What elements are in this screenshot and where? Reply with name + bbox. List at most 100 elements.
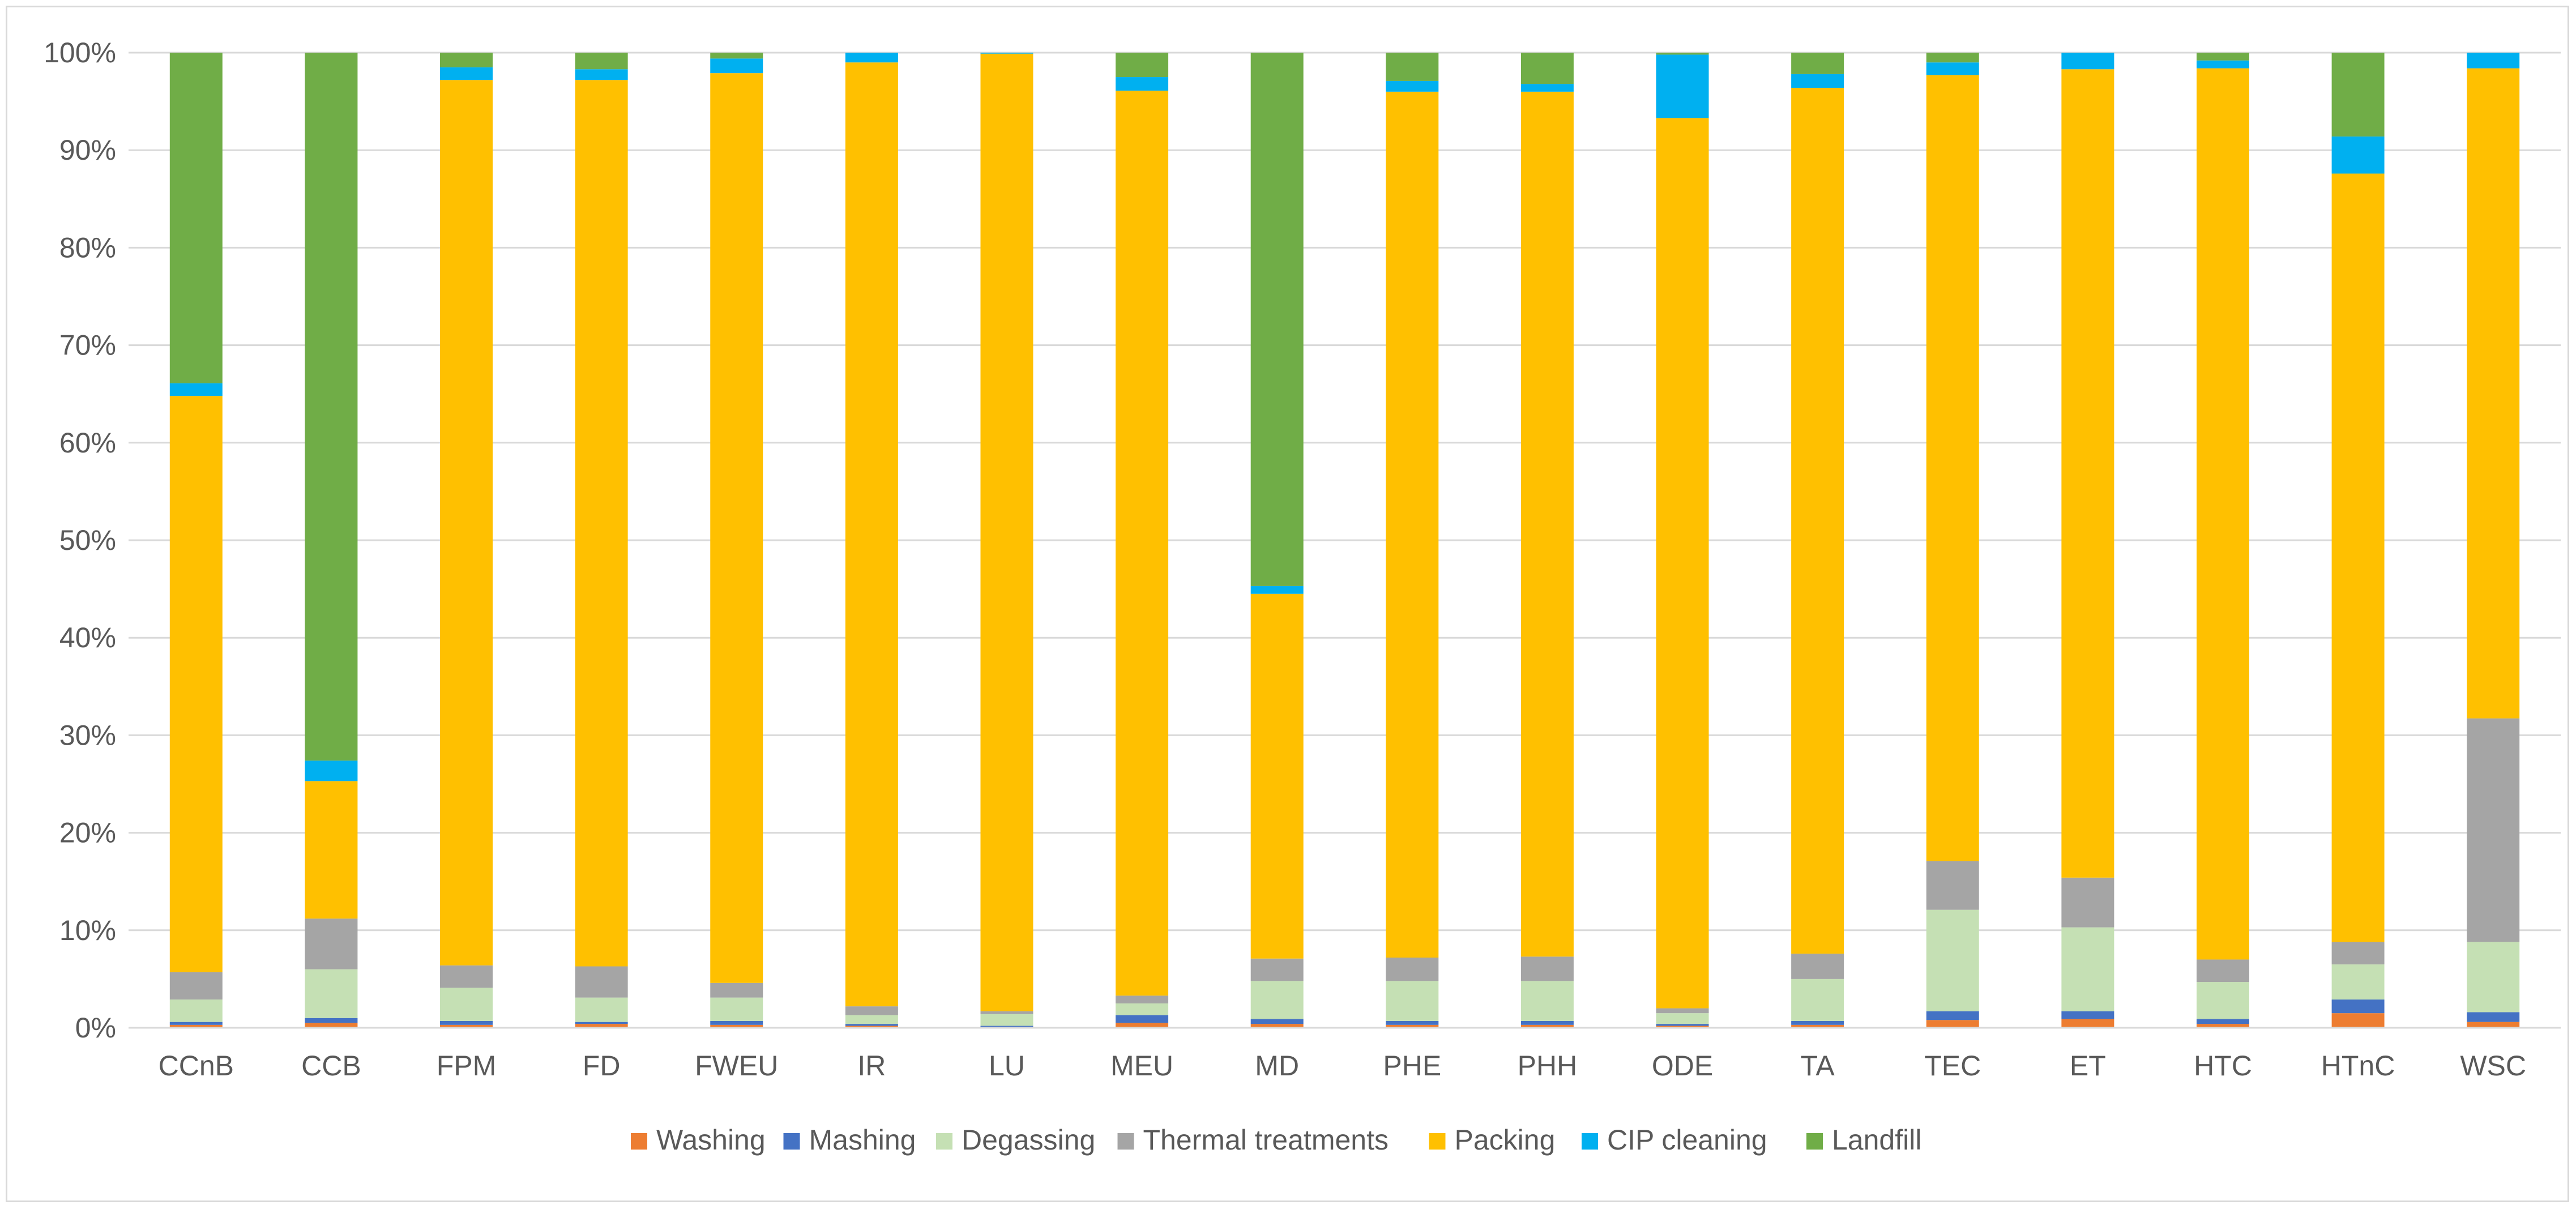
bar-segment-cip-cleaning-ta — [1791, 74, 1844, 88]
bar-segment-packing-phe — [1386, 91, 1439, 958]
bar-segment-washing-phe — [1386, 1024, 1439, 1028]
bar-segment-landfill-ode — [1656, 53, 1709, 55]
x-tick-label: WSC — [2460, 1050, 2526, 1082]
bar-segment-cip-cleaning-meu — [1116, 77, 1169, 91]
gridlines — [129, 52, 2561, 932]
bar-segment-cip-cleaning-phe — [1386, 80, 1439, 92]
bar-segment-packing-fpm — [440, 80, 493, 966]
bar-segment-degassing-lu — [980, 1014, 1033, 1026]
y-tick-label: 100% — [44, 37, 116, 69]
bar-segment-mashing-lu — [980, 1026, 1033, 1027]
x-tick-label: FPM — [437, 1050, 497, 1082]
y-tick-label: 20% — [59, 817, 116, 849]
bar-segment-mashing-ode — [1656, 1024, 1709, 1026]
bar-segment-washing-wsc — [2467, 1022, 2520, 1028]
bar-segment-landfill-phe — [1386, 53, 1439, 81]
bar-segment-cip-cleaning-tec — [1926, 62, 1979, 75]
legend-item-mashing: Mashing — [783, 1124, 916, 1156]
bar-segment-landfill-phh — [1520, 53, 1574, 84]
y-tick-label: 90% — [59, 134, 116, 166]
bar-segment-packing-ccnb — [169, 396, 223, 972]
bar-segment-thermal-treatments-ccb — [305, 919, 358, 969]
bar-segment-packing-ode — [1656, 118, 1709, 1009]
bar-segment-landfill-ccnb — [169, 53, 223, 383]
bar-segment-thermal-treatments-md — [1250, 958, 1304, 981]
bar-segment-cip-cleaning-ccb — [305, 761, 358, 781]
x-tick-label: TEC — [1924, 1050, 1981, 1082]
bar-segment-washing-ta — [1791, 1024, 1844, 1028]
bar-segment-washing-fweu — [710, 1024, 763, 1028]
bar-segment-packing-ta — [1791, 87, 1844, 954]
bar-segment-landfill-ta — [1791, 53, 1844, 74]
legend-label: Thermal treatments — [1143, 1124, 1389, 1156]
bar-segment-mashing-ir — [845, 1024, 898, 1026]
bar-segment-mashing-tec — [1926, 1011, 1979, 1020]
bar-segment-thermal-treatments-meu — [1116, 996, 1169, 1003]
bar-segment-packing-wsc — [2467, 68, 2520, 719]
bar-segment-degassing-phh — [1520, 981, 1574, 1021]
bar-segment-packing-lu — [980, 53, 1033, 1011]
bar-segment-degassing-meu — [1116, 1003, 1169, 1015]
legend-item-cip-cleaning: CIP cleaning — [1582, 1124, 1767, 1156]
bar-segment-washing-tec — [1926, 1020, 1979, 1028]
legend-swatch — [631, 1133, 647, 1150]
bar-segment-mashing-htc — [2196, 1019, 2249, 1024]
x-tick-label: FWEU — [695, 1050, 778, 1082]
x-tick-label: MEU — [1110, 1050, 1173, 1082]
bar-segment-thermal-treatments-ir — [845, 1006, 898, 1015]
bar-segment-mashing-fpm — [440, 1020, 493, 1025]
bar-segment-thermal-treatments-ode — [1656, 1008, 1709, 1014]
bar-segment-mashing-ccnb — [169, 1022, 223, 1025]
bar-segment-washing-et — [2061, 1019, 2114, 1028]
chart-frame: 0% 10% 20% 30% 40% 50% 60% 70% 80% 90% 100% CCnB CC… — [6, 6, 2569, 1202]
bar-segment-cip-cleaning-htnc — [2331, 136, 2385, 174]
bar-segment-cip-cleaning-lu — [980, 53, 1033, 54]
bar-segment-thermal-treatments-htc — [2196, 959, 2249, 982]
legend-label: CIP cleaning — [1607, 1124, 1767, 1156]
bar-segment-degassing-htnc — [2331, 964, 2385, 1000]
x-tick-label: PHE — [1383, 1050, 1441, 1082]
bar-segment-thermal-treatments-tec — [1926, 861, 1979, 910]
bar-segment-packing-ir — [845, 62, 898, 1007]
bar-segment-thermal-treatments-phh — [1520, 956, 1574, 981]
bar-segment-cip-cleaning-fweu — [710, 58, 763, 74]
bar-segment-washing-fd — [575, 1024, 628, 1028]
x-tick-label: MD — [1255, 1050, 1299, 1082]
bar-segment-packing-htc — [2196, 68, 2249, 960]
bar-segment-washing-ir — [845, 1026, 898, 1028]
y-tick-label: 10% — [59, 915, 116, 946]
bar-segment-degassing-wsc — [2467, 942, 2520, 1013]
bar-segment-thermal-treatments-phe — [1386, 958, 1439, 981]
x-tick-label: HTnC — [2321, 1050, 2395, 1082]
bar-segment-packing-et — [2061, 69, 2114, 878]
x-tick-label: CCnB — [159, 1050, 234, 1082]
bar-segment-thermal-treatments-lu — [980, 1011, 1033, 1014]
bar-segment-packing-phh — [1520, 91, 1574, 957]
bar-segment-washing-ode — [1656, 1026, 1709, 1028]
x-tick-label: PHH — [1518, 1050, 1578, 1082]
bar-segment-thermal-treatments-fpm — [440, 965, 493, 988]
bar-segment-washing-fpm — [440, 1024, 493, 1028]
y-tick-label: 30% — [59, 719, 116, 751]
bar-segment-packing-tec — [1926, 75, 1979, 861]
legend-label: Landfill — [1832, 1124, 1921, 1156]
bar-segment-mashing-ccb — [305, 1018, 358, 1023]
bar-segment-packing-fd — [575, 80, 628, 967]
bar-segment-degassing-fweu — [710, 997, 763, 1021]
legend-item-thermal-treatments: Thermal treatments — [1117, 1124, 1389, 1156]
legend-swatch — [1582, 1133, 1598, 1150]
bar-segment-cip-cleaning-phh — [1520, 84, 1574, 92]
x-tick-label: ET — [2070, 1050, 2106, 1082]
bar-segment-washing-meu — [1116, 1023, 1169, 1028]
bar-segment-landfill-fd — [575, 53, 628, 70]
bar-segment-landfill-htc — [2196, 53, 2249, 61]
x-tick-label: IR — [857, 1050, 886, 1082]
legend-label: Degassing — [962, 1124, 1095, 1156]
bar-segment-landfill-meu — [1116, 53, 1169, 78]
bar-segment-mashing-ta — [1791, 1020, 1844, 1025]
bar-segment-cip-cleaning-ccnb — [169, 383, 223, 396]
bar-segment-cip-cleaning-wsc — [2467, 53, 2520, 69]
bar-segment-landfill-fpm — [440, 53, 493, 67]
bar-segment-washing-phh — [1520, 1024, 1574, 1028]
legend-label: Mashing — [809, 1124, 916, 1156]
